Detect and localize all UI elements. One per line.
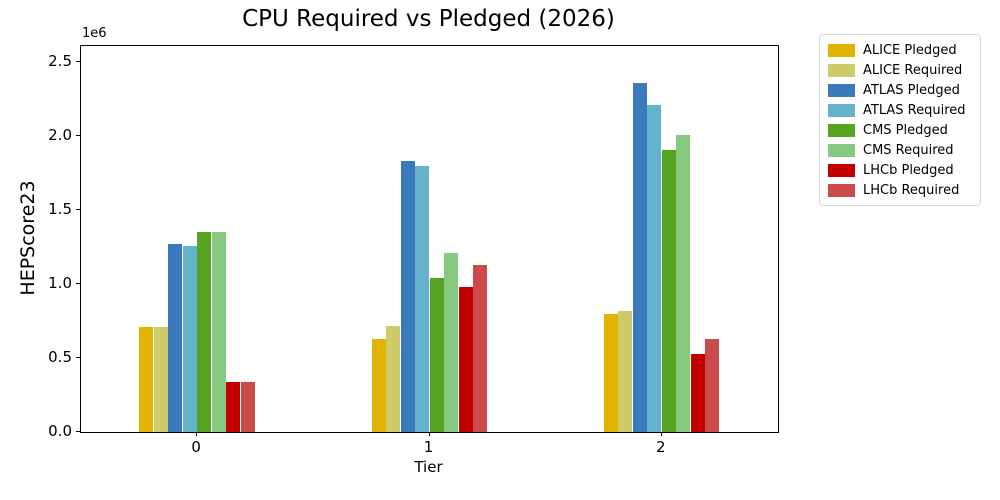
- legend-label: LHCb Pledged: [863, 162, 954, 178]
- legend-entry: ALICE Pledged: [828, 40, 972, 60]
- bar-lhcb-required-tier-2: [705, 338, 720, 432]
- bar-alice-required-tier-2: [618, 310, 633, 432]
- x-tick-mark: [660, 432, 662, 436]
- bar-lhcb-required-tier-0: [240, 381, 255, 432]
- y-tick-mark: [76, 356, 80, 358]
- chart-title: CPU Required vs Pledged (2026): [242, 6, 615, 32]
- x-tick-label: 0: [191, 438, 201, 456]
- bar-atlas-required-tier-2: [647, 105, 662, 432]
- y-tick-label: 0.0: [48, 422, 72, 440]
- bar-atlas-pledged-tier-2: [632, 82, 647, 432]
- x-tick-mark: [428, 432, 430, 436]
- bar-atlas-required-tier-0: [182, 245, 197, 432]
- y-tick-mark: [76, 208, 80, 210]
- plot-area: [80, 45, 779, 433]
- bar-cms-required-tier-1: [444, 253, 458, 432]
- y-tick-label: 1.0: [48, 274, 72, 293]
- x-axis-label: Tier: [414, 458, 443, 476]
- bar-alice-required-tier-0: [153, 327, 168, 432]
- y-tick-label: 2.0: [48, 126, 72, 145]
- legend-entry: LHCb Required: [828, 180, 972, 200]
- x-tick-label: 2: [656, 438, 666, 456]
- bar-lhcb-pledged-tier-0: [226, 381, 241, 432]
- legend-entry: CMS Required: [828, 140, 972, 160]
- bar-lhcb-required-tier-1: [473, 264, 487, 432]
- legend-entry: CMS Pledged: [828, 120, 972, 140]
- y-tick-label: 1.5: [48, 200, 72, 219]
- legend-swatch-cms-pledged: [828, 123, 855, 137]
- bar-cms-required-tier-2: [676, 134, 691, 432]
- x-tick-label: 1: [423, 438, 434, 456]
- bar-alice-pledged-tier-2: [603, 313, 618, 432]
- legend-swatch-alice-required: [828, 63, 855, 77]
- legend: ALICE Pledged ALICE Required ATLAS Pledged…: [819, 34, 981, 206]
- legend-swatch-atlas-required: [828, 103, 855, 117]
- bar-alice-required-tier-1: [386, 325, 400, 432]
- legend-entry: LHCb Pledged: [828, 160, 972, 180]
- legend-entry: ALICE Required: [828, 60, 972, 80]
- bar-lhcb-pledged-tier-1: [458, 287, 473, 432]
- x-tick-mark: [196, 432, 198, 436]
- legend-entry: ATLAS Required: [828, 100, 972, 120]
- bar-cms-required-tier-0: [211, 232, 226, 432]
- legend-swatch-lhcb-pledged: [828, 163, 855, 177]
- y-tick-mark: [76, 430, 80, 432]
- bar-atlas-pledged-tier-0: [168, 244, 183, 432]
- y-tick-label: 2.5: [48, 52, 72, 71]
- bar-cms-pledged-tier-0: [197, 232, 212, 432]
- y-tick-mark: [76, 134, 80, 136]
- legend-label: ALICE Required: [863, 62, 963, 78]
- legend-label: ATLAS Pledged: [863, 82, 960, 98]
- y-axis-offset-label: 1e6: [82, 26, 107, 41]
- bar-alice-pledged-tier-1: [371, 338, 386, 432]
- bar-lhcb-pledged-tier-2: [690, 353, 705, 432]
- y-tick-mark: [76, 282, 80, 284]
- legend-entry: ATLAS Pledged: [828, 80, 972, 100]
- legend-label: LHCb Required: [863, 182, 960, 198]
- legend-label: CMS Pledged: [863, 122, 948, 138]
- bar-cms-pledged-tier-2: [661, 149, 676, 432]
- legend-swatch-atlas-pledged: [828, 83, 855, 97]
- y-tick-label: 0.5: [48, 348, 72, 367]
- legend-swatch-alice-pledged: [828, 43, 855, 57]
- legend-label: ALICE Pledged: [863, 42, 957, 58]
- legend-swatch-lhcb-required: [828, 183, 855, 197]
- legend-label: ATLAS Required: [863, 102, 966, 118]
- bar-atlas-pledged-tier-1: [400, 161, 415, 432]
- bar-cms-pledged-tier-1: [429, 278, 444, 432]
- legend-swatch-cms-required: [828, 143, 855, 157]
- bar-atlas-required-tier-1: [415, 165, 429, 432]
- bar-alice-pledged-tier-0: [139, 327, 154, 432]
- y-tick-mark: [76, 60, 80, 62]
- legend-label: CMS Required: [863, 142, 954, 158]
